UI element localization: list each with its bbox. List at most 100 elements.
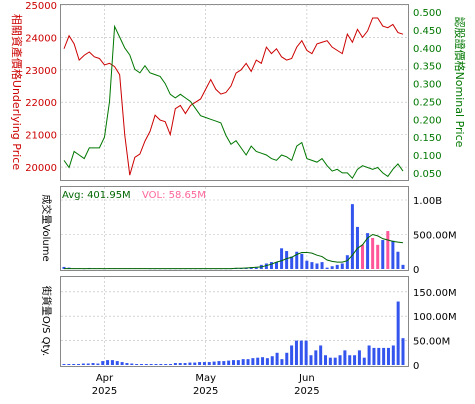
os-qty-bar	[135, 364, 139, 365]
os-tick-label: 50.00M	[413, 337, 450, 348]
right-tick-label: 0.100	[413, 151, 442, 162]
os-qty-bar	[232, 360, 235, 365]
volume-bar	[325, 267, 329, 269]
volume-bar	[254, 267, 258, 269]
volume-tick-label: 500.00M	[413, 231, 457, 242]
x-month-label: Apr	[96, 373, 114, 384]
left-tick-label: 20000	[25, 163, 57, 174]
volume-bar	[310, 262, 314, 269]
os-qty-bar	[362, 357, 366, 365]
os-qty-bar	[183, 363, 187, 365]
os-qty-bar	[357, 350, 361, 365]
os-qty-bar	[227, 360, 231, 365]
os-qty-bar	[169, 364, 173, 365]
x-month-label: Jun	[298, 373, 315, 384]
volume-bar	[396, 251, 400, 269]
os-qty-bar	[125, 363, 129, 365]
volume-bar	[269, 262, 273, 269]
os-qty-bar	[115, 361, 119, 365]
os-qty-bar	[333, 357, 337, 365]
nominal-price-line	[63, 24, 404, 180]
volume-bar	[62, 266, 66, 269]
os-qty-bar	[110, 360, 114, 365]
os-qty-bar	[236, 360, 240, 365]
volume-bar	[335, 264, 339, 269]
x-month-label: May	[195, 373, 216, 384]
left-tick-label: 25000	[25, 1, 57, 12]
os-qty-axis-title: 街貨量O/S Qty.	[40, 286, 53, 356]
volume-bar	[305, 260, 309, 269]
right-tick-label: 0.500	[413, 8, 442, 19]
volume-bar	[285, 251, 289, 269]
os-qty-bar	[309, 355, 313, 365]
os-qty-bar	[154, 364, 158, 365]
volume-bar	[386, 231, 390, 269]
os-qty-bar	[77, 364, 81, 365]
volume-bar	[275, 262, 279, 269]
os-qty-bar	[275, 352, 279, 365]
volume-bar	[366, 233, 370, 269]
os-qty-bar	[222, 361, 226, 365]
left-axis-title: 相關資產價格Underlying Price	[10, 14, 24, 170]
os-qty-bar	[290, 345, 294, 365]
left-tick-label: 24000	[25, 33, 57, 44]
os-qty-panel	[60, 276, 409, 367]
os-qty-bar	[139, 364, 143, 365]
volume-bar	[330, 266, 334, 269]
right-tick-label: 0.400	[413, 44, 442, 55]
volume-bar	[280, 248, 284, 269]
volume-bar	[391, 240, 395, 269]
underlying-price-line	[63, 17, 404, 176]
right-tick-label: 0.300	[413, 80, 442, 91]
os-qty-bar	[198, 362, 202, 365]
os-qty-bar	[164, 364, 168, 365]
price-panel	[60, 4, 409, 181]
left-tick-label: 22000	[25, 98, 57, 109]
os-qty-bar	[372, 347, 376, 365]
os-qty-bar	[270, 356, 274, 365]
os-qty-bar	[343, 350, 347, 365]
os-qty-bar	[188, 362, 192, 365]
right-tick-label: 0.050	[413, 169, 442, 180]
os-qty-bar	[202, 362, 206, 365]
volume-bar	[381, 240, 385, 269]
os-qty-bar	[386, 347, 390, 365]
os-qty-bar	[367, 345, 371, 365]
os-qty-bar	[324, 355, 328, 365]
os-qty-bar	[377, 347, 381, 365]
os-qty-bar	[72, 364, 76, 365]
os-qty-bar	[338, 355, 342, 365]
volume-bar	[264, 263, 268, 269]
os-qty-bar	[294, 340, 298, 365]
volume-bar	[249, 267, 253, 269]
os-qty-bar	[91, 363, 95, 365]
volume-bar	[340, 263, 344, 269]
os-tick-label: 150.00M	[413, 288, 457, 299]
os-qty-bar	[67, 364, 71, 365]
right-tick-label: 0.200	[413, 115, 442, 126]
os-tick-label: 100.00M	[413, 312, 457, 323]
right-tick-label: 0.150	[413, 133, 442, 144]
os-qty-bar	[178, 363, 182, 365]
os-qty-bar	[86, 363, 90, 365]
os-qty-bar	[173, 363, 177, 365]
os-qty-bar	[304, 340, 308, 365]
left-tick-label: 23000	[25, 66, 57, 77]
os-qty-bar	[348, 355, 352, 365]
volume-bar	[300, 253, 304, 269]
right-tick-label: 0.250	[413, 97, 442, 108]
os-qty-bar	[101, 361, 105, 365]
os-qty-bar	[217, 361, 221, 365]
os-tick-label: 0	[413, 361, 419, 372]
os-qty-bar	[319, 345, 323, 365]
volume-panel	[60, 186, 409, 271]
os-qty-bar	[159, 364, 163, 365]
current-volume-label: VOL: 58.65M	[142, 190, 206, 201]
right-tick-label: 0.450	[413, 26, 442, 37]
os-qty-bar	[256, 357, 260, 365]
os-qty-bar	[246, 359, 250, 365]
volume-bar	[315, 263, 319, 269]
os-qty-bar	[382, 347, 386, 365]
volume-bar	[320, 262, 324, 269]
